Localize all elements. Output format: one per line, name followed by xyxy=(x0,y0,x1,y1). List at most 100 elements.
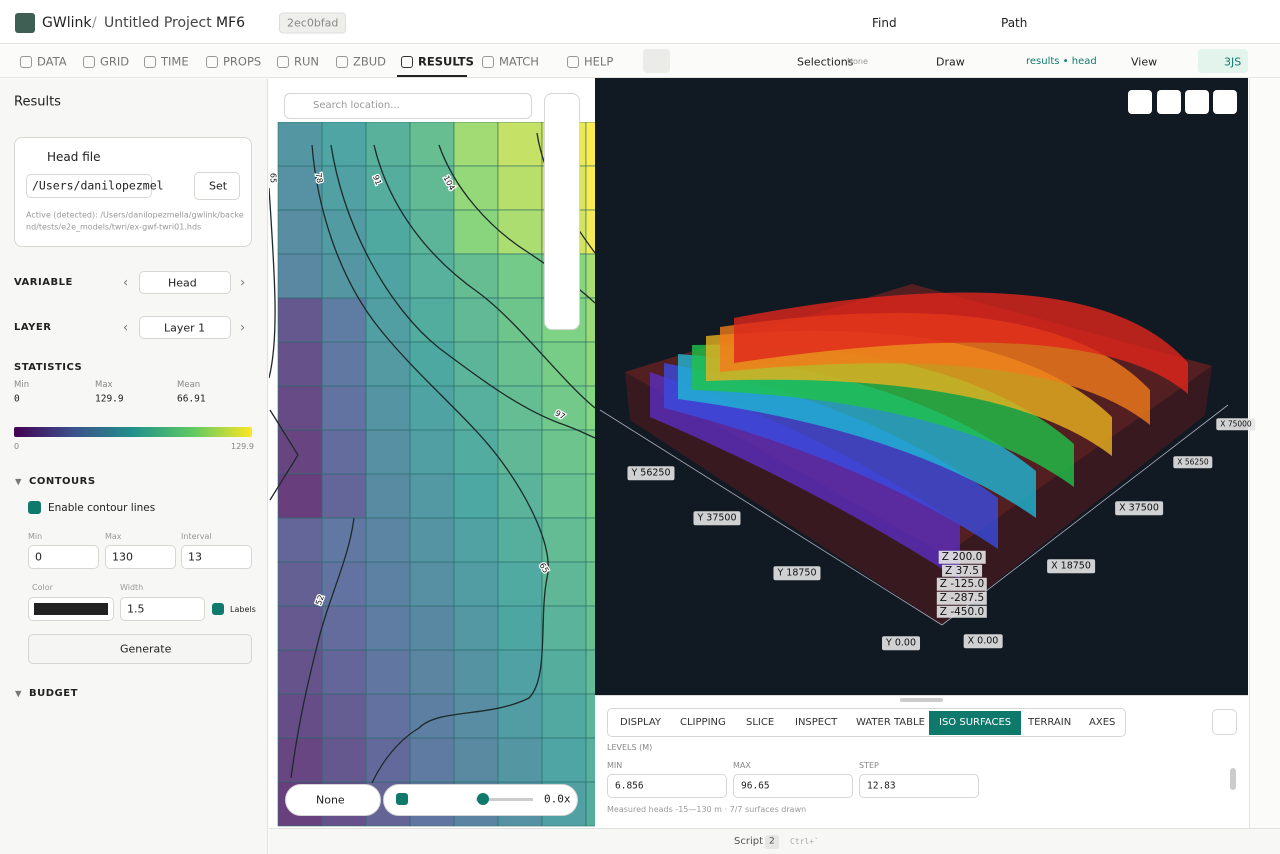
engine-button[interactable] xyxy=(1198,49,1248,73)
grid-cell xyxy=(365,429,411,475)
labels-checkbox[interactable] xyxy=(212,603,224,615)
panel-tab[interactable]: TERRAIN xyxy=(1028,717,1072,728)
min-input[interactable] xyxy=(28,545,99,569)
panel-tab[interactable]: SLICE xyxy=(746,717,775,728)
nav-tab[interactable]: TIME xyxy=(161,54,189,69)
path-input[interactable] xyxy=(26,174,152,198)
nav-tab[interactable]: DATA xyxy=(37,54,67,69)
z-label: Z 200.0 xyxy=(938,550,986,564)
max-level-input[interactable] xyxy=(733,774,853,798)
view-menu[interactable]: View xyxy=(1131,55,1158,69)
nav-icon xyxy=(144,56,156,68)
grid-cell xyxy=(321,341,367,387)
engine-label[interactable]: 3JS xyxy=(1224,55,1242,69)
panel-tab[interactable]: WATER TABLE xyxy=(856,717,925,728)
model-select[interactable]: MF6 xyxy=(216,15,246,31)
chevron[interactable]: ▾ xyxy=(15,686,22,702)
grid-cell xyxy=(585,605,595,651)
color-input[interactable] xyxy=(28,597,114,621)
min-level-input[interactable] xyxy=(607,774,727,798)
viewer-button[interactable] xyxy=(1128,90,1152,114)
speed-slider[interactable] xyxy=(476,798,533,801)
nav-tab[interactable]: GRID xyxy=(100,54,130,69)
field-label: Width xyxy=(120,583,144,592)
grid-cell xyxy=(541,737,587,783)
grid-cell xyxy=(409,473,455,519)
search-box[interactable] xyxy=(284,93,532,119)
z-label: Z -287.5 xyxy=(936,591,988,605)
hand-tool[interactable] xyxy=(643,49,670,73)
stat-label: Mean xyxy=(177,379,201,390)
nav-tab[interactable]: ZBUD xyxy=(353,54,387,69)
selections-menu[interactable]: Selections xyxy=(797,55,854,69)
field-value: 1.5 xyxy=(127,602,145,616)
panel-tab[interactable]: INSPECT xyxy=(795,717,838,728)
grid-cell xyxy=(541,649,587,695)
grid-cell xyxy=(453,561,499,607)
panel-tab[interactable]: CLIPPING xyxy=(680,717,726,728)
project-name[interactable]: Untitled Project xyxy=(104,15,212,31)
layer-pill[interactable] xyxy=(285,784,381,816)
drag-handle[interactable] xyxy=(900,698,943,702)
slider-knob[interactable] xyxy=(477,793,489,805)
nav-tab[interactable]: MATCH xyxy=(499,54,539,69)
step-level-input[interactable] xyxy=(859,774,979,798)
section-label[interactable]: BUDGET xyxy=(29,688,78,699)
variable-select[interactable] xyxy=(139,271,231,294)
active-path: Active (detected): /Users/danilopezmella… xyxy=(26,210,244,232)
panel-dropdown[interactable] xyxy=(1212,709,1237,735)
panel-tab[interactable]: DISPLAY xyxy=(620,717,662,728)
max-input[interactable] xyxy=(105,545,176,569)
chevron[interactable]: › xyxy=(240,320,246,336)
grid-cell xyxy=(585,737,595,783)
generate-label[interactable]: Generate xyxy=(120,642,172,656)
script-label[interactable]: Script xyxy=(734,836,764,847)
field-value: 130 xyxy=(112,550,133,564)
grid-cell xyxy=(585,341,595,387)
panel-tab[interactable]: AXES xyxy=(1089,717,1116,728)
nav-tab[interactable]: RESULTS xyxy=(418,54,474,69)
path-button[interactable]: Path xyxy=(1001,16,1028,30)
chevron[interactable]: ▾ xyxy=(15,474,22,490)
axis-label: X 56250 xyxy=(1173,456,1213,468)
contour-line xyxy=(269,409,299,501)
layer-select[interactable] xyxy=(139,316,231,339)
find-button[interactable]: Find xyxy=(872,16,897,30)
grid-cell xyxy=(277,341,323,387)
interval-input[interactable] xyxy=(181,545,252,569)
grid-cell xyxy=(409,605,455,651)
grid-cell xyxy=(409,253,455,299)
grid-cell xyxy=(585,517,595,563)
results-badge[interactable]: results • head xyxy=(1026,56,1097,67)
generate-button[interactable] xyxy=(28,634,252,664)
panel-title: Results xyxy=(14,94,61,110)
width-input[interactable] xyxy=(120,597,205,621)
chevron[interactable]: ‹ xyxy=(123,320,129,336)
contour-checkbox[interactable] xyxy=(28,501,41,514)
grid-cell xyxy=(585,649,595,695)
draw-menu[interactable]: Draw xyxy=(936,55,965,69)
grid-checkbox[interactable] xyxy=(396,793,408,805)
section-label[interactable]: CONTOURS xyxy=(29,476,96,487)
panel-tab[interactable]: ISO SURFACES xyxy=(929,711,1022,735)
set-label[interactable]: Set xyxy=(209,179,228,193)
layer-label[interactable]: None xyxy=(316,793,345,807)
variable-value[interactable]: Head xyxy=(168,276,197,290)
grid-cell xyxy=(409,693,455,739)
viewer-button[interactable] xyxy=(1213,90,1237,114)
nav-tab[interactable]: RUN xyxy=(294,54,320,69)
search-placeholder[interactable]: Search location... xyxy=(313,100,400,111)
viewer-button[interactable] xyxy=(1185,90,1209,114)
set-button[interactable] xyxy=(194,172,240,200)
field-label: STEP xyxy=(859,761,879,770)
grid-cell xyxy=(277,385,323,431)
chevron[interactable]: › xyxy=(240,275,246,291)
nav-tab[interactable]: HELP xyxy=(584,54,614,69)
grid-cell xyxy=(585,473,595,519)
viewer-button[interactable] xyxy=(1157,90,1181,114)
nav-tab[interactable]: PROPS xyxy=(223,54,262,69)
chevron[interactable]: ‹ xyxy=(123,275,129,291)
layer-value[interactable]: Layer 1 xyxy=(164,321,206,335)
logo xyxy=(15,13,35,33)
